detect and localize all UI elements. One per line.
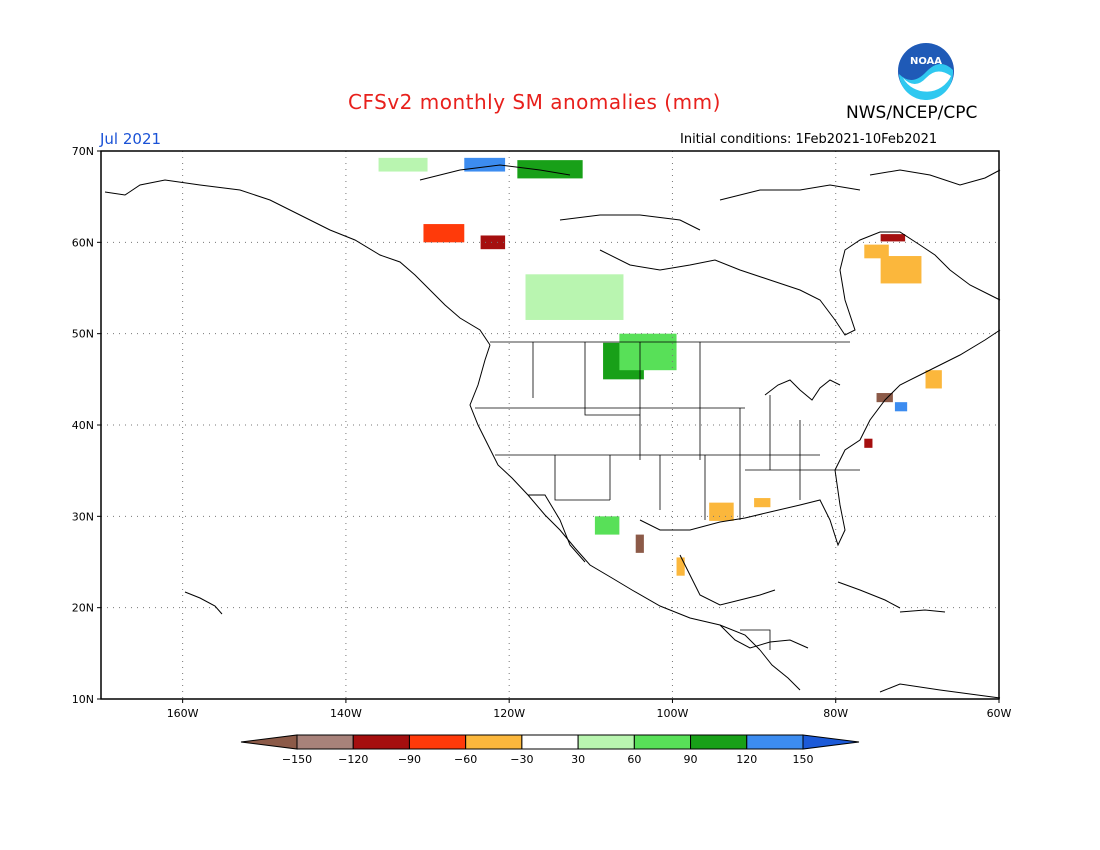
lat-tick-label: 70N xyxy=(72,145,94,158)
lon-tick-label: 80W xyxy=(823,707,848,720)
legend-swatch xyxy=(408,734,467,750)
legend-swatch xyxy=(521,734,579,750)
lon-tick-label: 120W xyxy=(493,707,525,720)
legend-label: 90 xyxy=(684,753,698,766)
anomaly-cell xyxy=(480,235,506,250)
agency-label: NWS/NCEP/CPC xyxy=(846,103,978,123)
lat-tick-label: 40N xyxy=(72,419,94,432)
anomaly-cell xyxy=(864,244,889,259)
map-frame xyxy=(100,150,1000,700)
lat-tick-label: 10N xyxy=(72,693,94,706)
anomaly-cell xyxy=(880,234,906,242)
anomaly-cell xyxy=(754,498,771,508)
legend-swatch xyxy=(633,734,692,750)
anomaly-cell xyxy=(894,402,908,412)
month-label: Jul 2021 xyxy=(100,130,162,148)
legend-swatch xyxy=(296,734,354,750)
legend-swatch xyxy=(690,734,748,750)
legend-label: 60 xyxy=(627,753,641,766)
noaa-logo: NOAA xyxy=(898,43,954,100)
lon-tick-label: 140W xyxy=(330,707,362,720)
legend-label: 120 xyxy=(736,753,757,766)
anomaly-cell xyxy=(676,557,685,576)
color-legend: −150 −120 −90 −60 −30 30 60 90 120 150 xyxy=(240,734,860,766)
anomaly-cells xyxy=(378,157,942,576)
graticule xyxy=(101,151,999,699)
legend-swatch xyxy=(577,734,635,750)
lat-tick-label: 30N xyxy=(72,510,94,523)
anomaly-cell xyxy=(709,502,734,521)
legend-swatch xyxy=(746,734,804,750)
anomaly-cell xyxy=(864,438,873,448)
legend-label: −30 xyxy=(510,753,533,766)
legend-label: −90 xyxy=(398,753,421,766)
legend-label: 150 xyxy=(793,753,814,766)
anomaly-cell xyxy=(635,534,644,553)
anomaly-cell xyxy=(517,160,583,179)
anomaly-cell xyxy=(876,393,893,403)
legend-arrow-low xyxy=(240,734,298,750)
anomaly-cell xyxy=(378,157,428,172)
lon-tick-label: 100W xyxy=(657,707,689,720)
anomaly-cell xyxy=(880,256,922,284)
axis-ticks: 70N 60N 50N 40N 30N 20N 10N 160W 140W 120W 100W 80W… xyxy=(72,145,1012,720)
legend-arrow-high xyxy=(802,734,860,750)
legend-label: 30 xyxy=(571,753,585,766)
legend-label: −60 xyxy=(454,753,477,766)
logo-text: NOAA xyxy=(910,56,942,67)
lat-tick-label: 20N xyxy=(72,602,94,615)
lon-tick-label: 60W xyxy=(987,707,1012,720)
legend-swatch xyxy=(465,734,523,750)
legend-label: −120 xyxy=(338,753,368,766)
lat-tick-label: 50N xyxy=(72,328,94,341)
anomaly-cell xyxy=(423,224,465,243)
anomaly-cell xyxy=(525,274,624,320)
political-boundaries xyxy=(475,341,860,650)
legend-swatch xyxy=(352,734,410,750)
coastlines xyxy=(104,164,1001,699)
initial-conditions-label: Initial conditions: 1Feb2021-10Feb2021 xyxy=(680,132,938,147)
chart-title: CFSv2 monthly SM anomalies (mm) xyxy=(348,90,721,114)
anomaly-cell xyxy=(925,370,942,389)
legend-label: −150 xyxy=(282,753,312,766)
anomaly-cell xyxy=(594,516,620,535)
lat-tick-label: 60N xyxy=(72,236,94,249)
lon-tick-label: 160W xyxy=(167,707,199,720)
anomaly-cell xyxy=(619,333,677,371)
